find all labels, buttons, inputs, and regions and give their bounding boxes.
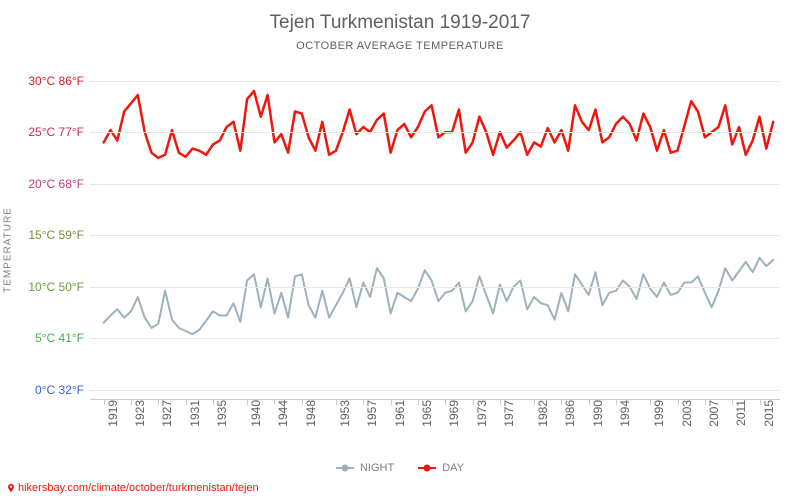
chart-subtitle: OCTOBER AVERAGE TEMPERATURE xyxy=(296,40,504,52)
x-tick-label: 1931 xyxy=(182,400,202,427)
legend-item-day: DAY xyxy=(418,462,464,474)
x-tick-label: 2015 xyxy=(756,400,776,427)
x-tick-label: 1961 xyxy=(387,400,407,427)
x-tick-label: 1973 xyxy=(469,400,489,427)
gridline xyxy=(90,287,780,288)
y-axis-label: TEMPERATURE xyxy=(3,207,14,293)
x-tick-label: 1927 xyxy=(154,400,174,427)
gridline xyxy=(90,390,780,391)
x-tick-label: 1923 xyxy=(127,400,147,427)
x-tick-label: 2007 xyxy=(701,400,721,427)
gridline xyxy=(90,338,780,339)
chart-title: Tejen Turkmenistan 1919-2017 xyxy=(270,12,531,34)
x-tick-label: 2003 xyxy=(674,400,694,427)
legend-swatch-day xyxy=(418,467,436,469)
x-tick-label: 1944 xyxy=(270,400,290,427)
plot-area: 0°C 32°F5°C 41°F10°C 50°F15°C 59°F20°C 6… xyxy=(90,60,780,400)
y-tick-label: 20°C 68°F xyxy=(28,177,90,191)
legend: NIGHT DAY xyxy=(336,462,464,474)
y-tick-label: 0°C 32°F xyxy=(35,383,90,397)
y-tick-label: 5°C 41°F xyxy=(35,331,90,345)
map-pin-icon xyxy=(6,483,16,493)
x-tick-label: 1919 xyxy=(100,400,120,427)
y-tick-label: 30°C 86°F xyxy=(28,74,90,88)
x-tick-label: 1982 xyxy=(530,400,550,427)
x-tick-label: 1969 xyxy=(441,400,461,427)
x-tick-label: 1994 xyxy=(612,400,632,427)
source-link[interactable]: hikersbay.com/climate/october/turkmenist… xyxy=(6,482,259,494)
x-tick-label: 1965 xyxy=(414,400,434,427)
x-tick-label: 2011 xyxy=(728,400,748,426)
x-tick-label: 1999 xyxy=(646,400,666,427)
y-tick-label: 25°C 77°F xyxy=(28,125,90,139)
chart-container: Tejen Turkmenistan 1919-2017 OCTOBER AVE… xyxy=(0,0,800,500)
line-day xyxy=(104,91,774,158)
x-tick-label: 1953 xyxy=(332,400,352,427)
chart-lines xyxy=(90,60,780,400)
y-tick-label: 15°C 59°F xyxy=(28,228,90,242)
x-tick-label: 1940 xyxy=(243,400,263,427)
source-text: hikersbay.com/climate/october/turkmenist… xyxy=(18,482,259,494)
legend-label-night: NIGHT xyxy=(360,462,394,474)
y-tick-label: 10°C 50°F xyxy=(28,280,90,294)
x-tick-label: 1990 xyxy=(585,400,605,427)
gridline xyxy=(90,184,780,185)
legend-label-day: DAY xyxy=(442,462,464,474)
gridline xyxy=(90,81,780,82)
x-tick-label: 1935 xyxy=(209,400,229,427)
gridline xyxy=(90,235,780,236)
legend-swatch-night xyxy=(336,467,354,469)
x-tick-label: 1977 xyxy=(496,400,516,427)
x-tick-label: 1957 xyxy=(359,400,379,427)
line-night xyxy=(104,258,774,334)
gridline xyxy=(90,132,780,133)
x-tick-label: 1986 xyxy=(557,400,577,427)
x-tick-label: 1948 xyxy=(298,400,318,427)
legend-item-night: NIGHT xyxy=(336,462,394,474)
